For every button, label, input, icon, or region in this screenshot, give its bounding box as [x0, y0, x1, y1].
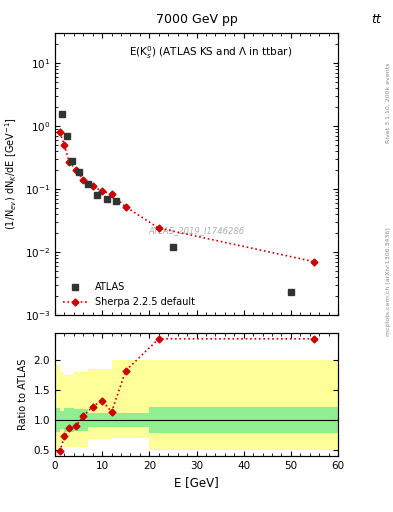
ATLAS — [171, 244, 175, 250]
Text: 7000 GeV pp: 7000 GeV pp — [156, 13, 237, 26]
Text: E(K$_s^0$) (ATLAS KS and $\Lambda$ in ttbar): E(K$_s^0$) (ATLAS KS and $\Lambda$ in tt… — [129, 45, 292, 61]
Sherpa 2.2.5 default — [90, 183, 95, 189]
Bar — [88, 369, 112, 439]
ATLAS — [76, 168, 81, 175]
Text: tt: tt — [371, 13, 381, 26]
Text: mcplots.cern.ch [arXiv:1306.3436]: mcplots.cern.ch [arXiv:1306.3436] — [386, 227, 391, 336]
Sherpa 2.2.5 default — [109, 191, 114, 197]
Text: Rivet 3.1.10, 200k events: Rivet 3.1.10, 200k events — [386, 62, 391, 143]
Text: ATLAS_2019_I1746286: ATLAS_2019_I1746286 — [149, 226, 244, 235]
Bar — [149, 360, 338, 450]
ATLAS — [95, 192, 100, 198]
Bar — [55, 408, 60, 432]
Bar — [74, 372, 88, 446]
Y-axis label: Ratio to ATLAS: Ratio to ATLAS — [18, 358, 28, 430]
Sherpa 2.2.5 default — [123, 204, 128, 210]
Bar — [112, 360, 149, 438]
Bar — [55, 365, 60, 452]
ATLAS — [86, 181, 90, 187]
Bar — [60, 411, 64, 429]
Bar — [74, 409, 88, 431]
Bar — [112, 413, 149, 427]
Bar — [149, 407, 338, 433]
Bar — [88, 413, 112, 427]
Sherpa 2.2.5 default — [100, 188, 105, 194]
Sherpa 2.2.5 default — [156, 225, 161, 231]
Sherpa 2.2.5 default — [67, 159, 72, 165]
ATLAS — [60, 111, 64, 117]
Line: Sherpa 2.2.5 default: Sherpa 2.2.5 default — [57, 130, 317, 264]
ATLAS — [105, 196, 109, 202]
X-axis label: E [GeV]: E [GeV] — [174, 476, 219, 489]
ATLAS — [114, 198, 119, 204]
Bar — [64, 408, 74, 432]
Y-axis label: (1/N$_{ev}$) dN$_K$/dE [GeV$^{-1}$]: (1/N$_{ev}$) dN$_K$/dE [GeV$^{-1}$] — [4, 118, 19, 230]
Sherpa 2.2.5 default — [81, 177, 86, 183]
Bar — [64, 375, 74, 446]
Sherpa 2.2.5 default — [74, 167, 79, 173]
Line: ATLAS: ATLAS — [59, 111, 294, 295]
ATLAS — [69, 158, 74, 164]
Sherpa 2.2.5 default — [312, 259, 317, 265]
Sherpa 2.2.5 default — [62, 142, 67, 148]
ATLAS — [288, 289, 293, 295]
Bar — [60, 372, 64, 444]
ATLAS — [64, 133, 69, 139]
Legend: ATLAS, Sherpa 2.2.5 default: ATLAS, Sherpa 2.2.5 default — [60, 280, 198, 310]
Sherpa 2.2.5 default — [57, 129, 62, 135]
